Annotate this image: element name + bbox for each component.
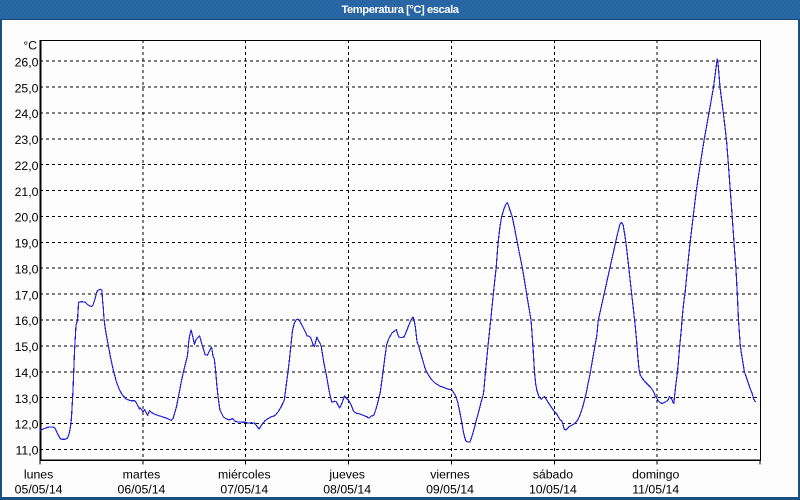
svg-text:20,0: 20,0 [15, 211, 39, 225]
svg-text:09/05/14: 09/05/14 [426, 483, 474, 497]
svg-text:18,0: 18,0 [15, 262, 39, 276]
svg-text:26,0: 26,0 [15, 55, 39, 69]
svg-text:06/05/14: 06/05/14 [118, 483, 166, 497]
svg-text:martes: martes [123, 468, 161, 482]
svg-text:08/05/14: 08/05/14 [323, 483, 371, 497]
svg-text:10/05/14: 10/05/14 [529, 483, 577, 497]
svg-text:viernes: viernes [430, 468, 470, 482]
svg-text:domingo: domingo [632, 468, 679, 482]
svg-text:19,0: 19,0 [15, 237, 39, 251]
svg-text:miércoles: miércoles [218, 468, 271, 482]
svg-text:jueves: jueves [328, 468, 365, 482]
svg-text:05/05/14: 05/05/14 [15, 483, 63, 497]
svg-text:21,0: 21,0 [15, 185, 39, 199]
svg-text:17,0: 17,0 [15, 288, 39, 302]
svg-text:13,0: 13,0 [15, 392, 39, 406]
svg-text:15,0: 15,0 [15, 340, 39, 354]
svg-text:07/05/14: 07/05/14 [220, 483, 268, 497]
svg-text:24,0: 24,0 [15, 107, 39, 121]
svg-text:Temperatura [°C] escala: Temperatura [°C] escala [341, 4, 459, 16]
svg-text:11/05/14: 11/05/14 [632, 483, 679, 497]
svg-text:°C: °C [23, 39, 37, 53]
svg-text:12,0: 12,0 [15, 418, 39, 432]
svg-text:16,0: 16,0 [15, 314, 39, 328]
svg-text:14,0: 14,0 [15, 366, 39, 380]
svg-text:11,0: 11,0 [15, 444, 38, 458]
svg-text:25,0: 25,0 [15, 81, 39, 95]
svg-text:22,0: 22,0 [15, 159, 39, 173]
svg-text:sábado: sábado [533, 468, 574, 482]
svg-text:23,0: 23,0 [15, 133, 39, 147]
svg-text:lunes: lunes [24, 468, 53, 482]
